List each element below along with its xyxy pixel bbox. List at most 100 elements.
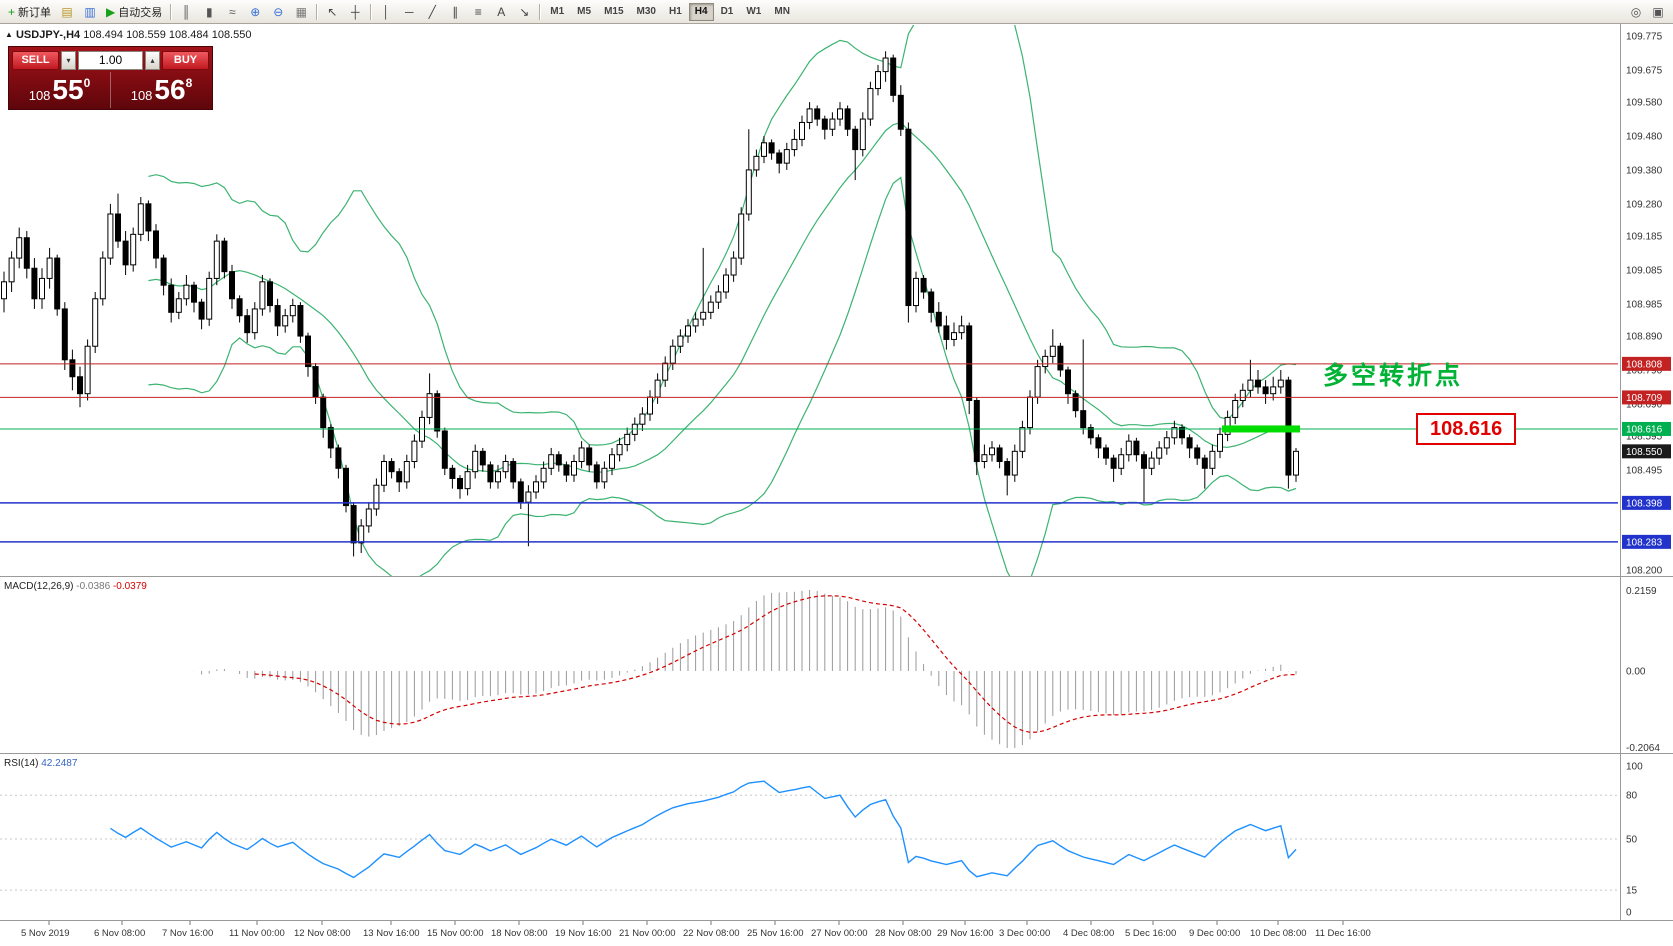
arrows-tool-button[interactable]: ↘ — [513, 2, 535, 22]
price-line-108808[interactable]: 108.808 — [0, 356, 1671, 371]
svg-text:4 Dec 08:00: 4 Dec 08:00 — [1063, 928, 1114, 939]
svg-text:15: 15 — [1626, 886, 1638, 897]
line-chart-type-button[interactable]: ≈ — [221, 2, 243, 22]
price-line-108550[interactable]: 108.550 — [1622, 444, 1671, 459]
svg-text:108.550: 108.550 — [1626, 447, 1663, 458]
new-order-icon: + — [8, 4, 16, 19]
crosshair-icon: ┼ — [350, 4, 360, 19]
svg-text:109.675: 109.675 — [1626, 65, 1663, 76]
buy-button[interactable]: BUY — [162, 50, 209, 70]
svg-text:0.00: 0.00 — [1626, 666, 1646, 677]
volume-input[interactable] — [78, 50, 143, 70]
timeframe-m1-button[interactable]: M1 — [544, 3, 570, 21]
turning-point-annotation[interactable]: 多空转折点 — [1323, 362, 1464, 390]
timeframe-w1-button[interactable]: W1 — [740, 3, 767, 21]
trendline-icon: ╱ — [428, 4, 436, 19]
svg-text:25 Nov 16:00: 25 Nov 16:00 — [747, 928, 804, 939]
rsi-line — [110, 780, 1297, 879]
symbol-name: USDJPY-,H4 — [15, 29, 81, 41]
toolbar-separator — [370, 3, 372, 20]
bar-chart-type-button[interactable]: ║ — [175, 2, 197, 22]
buy-price[interactable]: 108 56 8 — [111, 72, 212, 108]
zoom-in-button[interactable]: ⊕ — [244, 2, 266, 22]
new-order-button-label: 新订单 — [18, 6, 52, 19]
timeframe-d1-button[interactable]: D1 — [715, 3, 740, 21]
svg-text:28 Nov 08:00: 28 Nov 08:00 — [875, 928, 932, 939]
volume-increase-button[interactable]: ▴ — [145, 50, 160, 70]
timeframe-m5-button[interactable]: M5 — [571, 3, 597, 21]
chart-shift-icon: ▣ — [1652, 4, 1664, 19]
sell-button[interactable]: SELL — [12, 50, 59, 70]
svg-text:10 Dec 08:00: 10 Dec 08:00 — [1250, 928, 1307, 939]
toolbar-right-group: ◎ ▣ — [1625, 2, 1669, 22]
auto-trading-icon: ▶ — [106, 4, 116, 19]
sell-price-prefix: 108 — [28, 88, 51, 103]
panel-separators — [0, 24, 1673, 921]
svg-text:108.283: 108.283 — [1626, 537, 1663, 548]
fibonacci-tool-button[interactable]: ≡ — [467, 2, 489, 22]
text-tool-icon: A — [497, 4, 506, 19]
price-line-108616[interactable]: 108.616 — [0, 421, 1671, 436]
svg-text:12 Nov 08:00: 12 Nov 08:00 — [294, 928, 351, 939]
svg-text:108.690: 108.690 — [1626, 399, 1663, 410]
vertical-line-tool-button[interactable]: │ — [375, 2, 397, 22]
rsi-label: RSI(14) 42.2487 — [4, 758, 78, 769]
zoom-in-icon: ⊕ — [250, 4, 261, 19]
svg-text:22 Nov 08:00: 22 Nov 08:00 — [683, 928, 740, 939]
volume-decrease-button[interactable]: ▾ — [61, 50, 76, 70]
cursor-tool-button[interactable]: ↖ — [321, 2, 343, 22]
svg-text:5 Nov 2019: 5 Nov 2019 — [21, 928, 70, 939]
new-order-button[interactable]: + 新订单 — [4, 2, 55, 22]
toolbar-separator — [539, 3, 541, 20]
timeframe-m15-button[interactable]: M15 — [598, 3, 629, 21]
tile-windows-button[interactable]: ▦ — [290, 2, 312, 22]
sell-price[interactable]: 108 55 0 — [9, 72, 111, 108]
svg-text:21 Nov 00:00: 21 Nov 00:00 — [619, 928, 676, 939]
tile-windows-icon: ▦ — [295, 4, 307, 19]
channel-icon: ∥ — [452, 4, 459, 19]
trendline-tool-button[interactable]: ╱ — [421, 2, 443, 22]
symbol-info: ▲ USDJPY-,H4 108.494 108.559 108.484 108… — [5, 29, 251, 41]
price-line-108709[interactable]: 108.709 — [0, 390, 1671, 405]
price-line-108283[interactable]: 108.283 — [0, 534, 1671, 549]
crosshair-tool-button[interactable]: ┼ — [344, 2, 366, 22]
rsi-axis: 100 80 50 15 0 — [1626, 762, 1643, 919]
horizontal-line-tool-button[interactable]: ─ — [398, 2, 420, 22]
market-watch-button[interactable]: ▥ — [79, 2, 101, 22]
fibonacci-icon: ≡ — [474, 4, 482, 19]
svg-text:109.185: 109.185 — [1626, 232, 1663, 243]
candlestick-chart-type-button[interactable]: ▮ — [198, 2, 220, 22]
timeframe-h1-button[interactable]: H1 — [663, 3, 688, 21]
bollinger-bands — [148, 25, 1297, 576]
chart-shift-button[interactable]: ▣ — [1647, 2, 1669, 22]
price-axis: 109.775 109.675 109.580 109.480 109.380 109.2… — [1626, 32, 1663, 577]
svg-text:108.495: 108.495 — [1626, 465, 1663, 476]
price-line-108398[interactable]: 108.398 — [0, 495, 1671, 510]
timeframe-h4-button[interactable]: H4 — [688, 2, 714, 21]
price-level-annotation[interactable]: 108.616 — [1416, 413, 1517, 445]
thick-support-segment[interactable] — [1222, 425, 1300, 433]
auto-trading-button-label: 自动交易 — [118, 6, 163, 19]
chart-profiles-button[interactable]: ▤ — [56, 2, 78, 22]
svg-text:109.580: 109.580 — [1626, 98, 1663, 109]
toolbar: + 新订单 ▤ ▥ ▶ 自动交易 ║ ▮ ≈ ⊕ ⊖ ▦ ↖ ┼ │ ─ ╱ ∥ ≡ A ↘ M1 M5 M15 M30 H1 H4… — [0, 0, 1673, 24]
channel-tool-button[interactable]: ∥ — [444, 2, 466, 22]
svg-text:29 Nov 16:00: 29 Nov 16:00 — [937, 928, 994, 939]
timeframe-mn-button[interactable]: MN — [768, 3, 796, 21]
svg-text:0: 0 — [1626, 908, 1632, 919]
toolbar-separator — [170, 3, 172, 20]
auto-trading-button[interactable]: ▶ 自动交易 — [102, 2, 166, 22]
toolbar-separator — [316, 3, 318, 20]
svg-text:13 Nov 16:00: 13 Nov 16:00 — [363, 928, 420, 939]
svg-text:109.480: 109.480 — [1626, 132, 1663, 143]
rsi-level-lines — [0, 794, 1618, 891]
zoom-out-button[interactable]: ⊖ — [267, 2, 289, 22]
search-icon: ◎ — [1630, 4, 1642, 19]
one-click-trading-panel: SELL ▾ ▴ BUY 108 55 0 108 56 8 — [8, 46, 213, 110]
search-button[interactable]: ◎ — [1625, 2, 1647, 22]
text-tool-button[interactable]: A — [490, 2, 512, 22]
svg-text:109.280: 109.280 — [1626, 199, 1663, 210]
timeframe-m30-button[interactable]: M30 — [631, 3, 662, 21]
